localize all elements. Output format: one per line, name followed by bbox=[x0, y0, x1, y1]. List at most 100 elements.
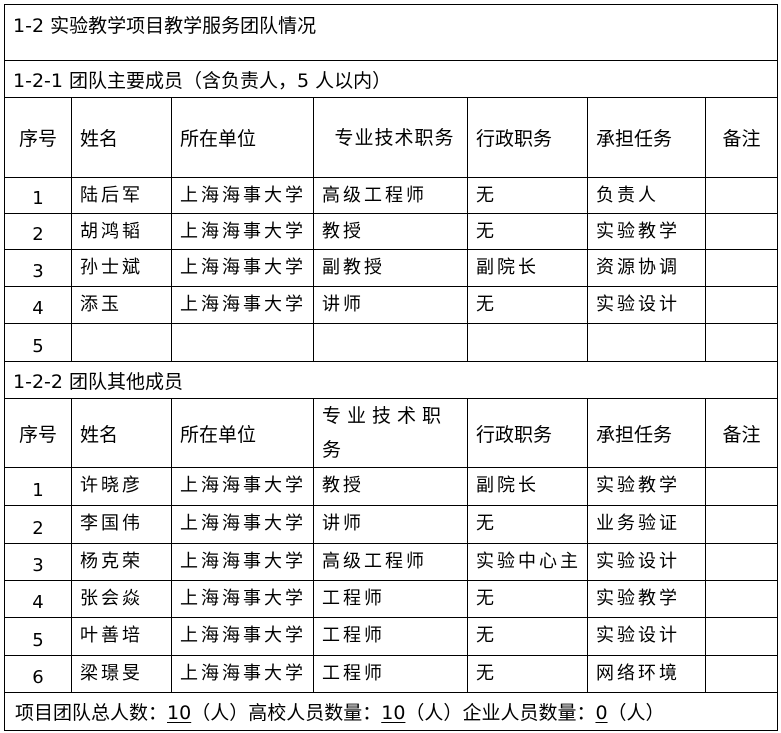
team-summary: 项目团队总人数：10（人）高校人员数量：10（人）企业人员数量：0（人） bbox=[3, 692, 779, 731]
cell-unit: 上海海事大学 bbox=[171, 580, 314, 618]
cell-note bbox=[704, 286, 779, 324]
table-row: 4 张会焱 上海海事大学 工程师无实验教学 bbox=[4, 580, 779, 618]
column-header: 承担任务 bbox=[587, 97, 706, 178]
cell-no: 5 bbox=[4, 617, 72, 656]
cell-task: 实验设计 bbox=[587, 286, 706, 324]
cell-admin: 无 bbox=[467, 617, 588, 656]
cell-note bbox=[704, 177, 779, 214]
cell-no: 3 bbox=[4, 543, 72, 581]
cell-task: 业务验证 bbox=[587, 505, 706, 544]
cell-title: 副教授 bbox=[313, 249, 468, 287]
other-members-title: 1-2-2 团队其他成员 bbox=[3, 361, 779, 399]
cell-title: 教授 bbox=[313, 467, 468, 506]
cell-unit: 上海海事大学 bbox=[171, 249, 314, 287]
column-header: 行政职务 bbox=[467, 398, 588, 468]
cell-note bbox=[704, 543, 779, 581]
cell-task: 实验设计 bbox=[587, 543, 706, 581]
table-row: 2 李国伟 上海海事大学 讲师无业务验证 bbox=[4, 505, 779, 544]
cell-task bbox=[587, 323, 706, 362]
cell-task: 实验教学 bbox=[587, 580, 706, 618]
cell-name: 梁璟旻 bbox=[71, 655, 172, 693]
section-title: 1-2 实验教学项目教学服务团队情况 bbox=[3, 4, 779, 61]
cell-admin: 无 bbox=[467, 580, 588, 618]
column-header: 备注 bbox=[704, 398, 779, 468]
column-header: 序号 bbox=[4, 97, 72, 178]
cell-admin bbox=[467, 323, 588, 362]
table-row: 5 叶善培 上海海事大学 工程师无实验设计 bbox=[4, 617, 779, 656]
cell-unit: 上海海事大学 bbox=[171, 286, 314, 324]
cell-title: 高级工程师 bbox=[313, 177, 468, 214]
cell-no: 4 bbox=[4, 580, 72, 618]
table-row: 3 孙士斌 上海海事大学 副教授 副院长 资源协调 bbox=[4, 249, 779, 287]
cell-unit: 上海海事大学 bbox=[171, 655, 314, 693]
cell-title: 高级工程师 bbox=[313, 543, 468, 581]
cell-unit: 上海海事大学 bbox=[171, 467, 314, 506]
cell-no: 5 bbox=[4, 323, 72, 362]
cell-note bbox=[704, 580, 779, 618]
cell-unit: 上海海事大学 bbox=[171, 505, 314, 544]
cell-title: 工程师 bbox=[313, 655, 468, 693]
cell-note bbox=[704, 505, 779, 544]
cell-name: 胡鸿韬 bbox=[71, 213, 172, 250]
cell-name: 添玉 bbox=[71, 286, 172, 324]
column-header: 姓名 bbox=[71, 398, 172, 468]
cell-admin: 无 bbox=[467, 286, 588, 324]
cell-admin: 副院长 bbox=[467, 249, 588, 287]
cell-no: 4 bbox=[4, 286, 72, 324]
cell-name: 许晓彦 bbox=[71, 467, 172, 506]
cell-admin: 无 bbox=[467, 177, 588, 214]
cell-unit: 上海海事大学 bbox=[171, 617, 314, 656]
table-row: 4 添玉 上海海事大学 讲师无实验设计 bbox=[4, 286, 779, 324]
column-header: 所在单位 bbox=[171, 398, 314, 468]
cell-title bbox=[313, 323, 468, 362]
cell-admin: 无 bbox=[467, 213, 588, 250]
cell-title: 讲师 bbox=[313, 286, 468, 324]
cell-name: 孙士斌 bbox=[71, 249, 172, 287]
cell-unit: 上海海事大学 bbox=[171, 213, 314, 250]
column-header: 专业技术职务 bbox=[313, 97, 468, 178]
column-header: 备注 bbox=[704, 97, 779, 178]
column-header: 专业技术职务 bbox=[313, 398, 468, 468]
cell-no: 6 bbox=[4, 655, 72, 693]
cell-note bbox=[704, 249, 779, 287]
cell-note bbox=[704, 655, 779, 693]
cell-name: 张会焱 bbox=[71, 580, 172, 618]
cell-unit bbox=[171, 323, 314, 362]
table-row: 5 bbox=[4, 323, 779, 362]
column-header: 行政职务 bbox=[467, 97, 588, 178]
cell-task: 负责人 bbox=[587, 177, 706, 214]
cell-note bbox=[704, 323, 779, 362]
table-row: 1 陆后军 上海海事大学 高级工程师无负责人 bbox=[4, 177, 779, 214]
cell-no: 2 bbox=[4, 213, 72, 250]
cell-unit: 上海海事大学 bbox=[171, 543, 314, 581]
column-header: 承担任务 bbox=[587, 398, 706, 468]
cell-note bbox=[704, 617, 779, 656]
cell-task: 实验设计 bbox=[587, 617, 706, 656]
cell-title: 讲师 bbox=[313, 505, 468, 544]
table-row: 6 梁璟旻 上海海事大学 工程师无网络环境 bbox=[4, 655, 779, 693]
cell-no: 2 bbox=[4, 505, 72, 544]
cell-task: 实验教学 bbox=[587, 213, 706, 250]
main-members-title: 1-2-1 团队主要成员（含负责人，5 人以内） bbox=[3, 60, 779, 98]
column-header: 所在单位 bbox=[171, 97, 314, 178]
table-row: 1 许晓彦 上海海事大学 教授 副院长 实验教学 bbox=[4, 467, 779, 506]
table-row: 2 胡鸿韬 上海海事大学 教授无实验教学 bbox=[4, 213, 779, 250]
cell-title: 工程师 bbox=[313, 617, 468, 656]
cell-no: 3 bbox=[4, 249, 72, 287]
cell-admin: 副院长 bbox=[467, 467, 588, 506]
table-row: 3 杨克荣 上海海事大学 高级工程师 实验中心主 实验设计 bbox=[4, 543, 779, 581]
cell-name: 叶善培 bbox=[71, 617, 172, 656]
cell-admin: 无 bbox=[467, 655, 588, 693]
cell-no: 1 bbox=[4, 467, 72, 506]
cell-task: 资源协调 bbox=[587, 249, 706, 287]
cell-task: 网络环境 bbox=[587, 655, 706, 693]
cell-note bbox=[704, 467, 779, 506]
cell-no: 1 bbox=[4, 177, 72, 214]
cell-unit: 上海海事大学 bbox=[171, 177, 314, 214]
cell-title: 工程师 bbox=[313, 580, 468, 618]
cell-title: 教授 bbox=[313, 213, 468, 250]
cell-note bbox=[704, 213, 779, 250]
cell-name: 李国伟 bbox=[71, 505, 172, 544]
cell-task: 实验教学 bbox=[587, 467, 706, 506]
cell-name: 陆后军 bbox=[71, 177, 172, 214]
